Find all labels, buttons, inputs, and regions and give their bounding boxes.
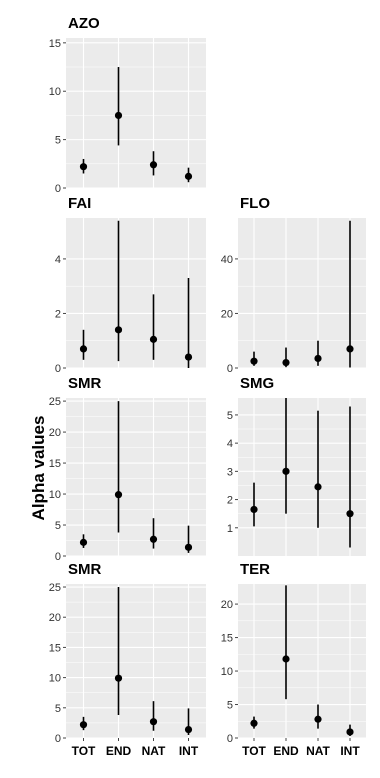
y-tick-label: 5 [227,700,233,712]
y-tick-label: 20 [221,308,233,320]
point-tot [250,357,258,365]
point-end [114,674,123,682]
y-tick-label: 10 [49,86,61,98]
point-end [282,358,290,367]
y-tick-label: 15 [49,38,61,50]
panel-smr-5: SMR 0 5 10 15 20 25 TOT END NAT INT [49,561,206,758]
point-int [184,353,193,361]
y-tick-label: 25 [49,396,61,408]
panel-title: TER [240,561,270,578]
point-end [282,467,290,475]
point-int [346,345,354,353]
x-tick-label-end: END [273,744,299,758]
y-tick-label: 5 [55,703,61,715]
panel-smg-4: SMG 1 2 3 4 5 [227,375,366,556]
x-tick-label-nat: NAT [142,744,166,758]
panel-background [66,398,206,556]
point-tot [79,163,88,171]
panel-title: SMG [240,375,274,392]
y-tick-label: 40 [221,254,233,266]
y-tick-label: 0 [55,551,61,563]
y-tick-label: 20 [221,599,233,611]
y-tick-label: 20 [49,427,61,439]
panel-flo-2: FLO 0 20 40 [221,195,366,375]
y-tick-label: 5 [227,410,233,422]
point-nat [314,483,322,491]
y-tick-label: 10 [49,489,61,501]
point-tot [79,345,88,353]
y-tick-label: 10 [221,666,233,678]
y-tick-label: 0 [227,363,233,375]
y-tick-label: 15 [49,642,61,654]
panel-background [238,218,366,368]
panel-title: AZO [68,15,100,32]
panel-azo-0: AZO 0 5 10 15 [49,15,206,195]
point-nat [314,715,322,723]
y-tick-label: 5 [55,135,61,147]
panel-background [66,584,206,738]
panels-group: AZO051015FAI024FLO02040SMR0510152025SMG1… [49,15,366,758]
panel-title: SMR [68,375,102,392]
point-nat [149,535,158,543]
x-tick-label-int: INT [179,744,199,758]
point-int [346,510,354,518]
y-axis-title: Alpha values [29,416,48,521]
panel-background [238,584,366,738]
point-end [114,491,123,499]
point-int [184,543,193,551]
panel-title: FAI [68,195,91,212]
y-tick-label: 0 [55,183,61,195]
point-nat [149,335,158,343]
x-tick-label-tot: TOT [72,744,96,758]
point-nat [314,354,322,363]
point-tot [79,721,88,729]
y-tick-label: 15 [221,633,233,645]
y-tick-label: 10 [49,673,61,685]
y-tick-label: 0 [55,733,61,745]
panel-background [238,398,366,556]
y-tick-label: 2 [55,308,61,320]
point-end [114,326,123,334]
panel-title: SMR [68,561,102,578]
panel-title: FLO [240,195,270,212]
panel-smr-3: SMR 0 5 10 15 20 25 [49,375,206,563]
point-nat [149,718,158,726]
point-nat [149,161,158,169]
y-tick-label: 20 [49,612,61,624]
y-tick-label: 0 [227,733,233,745]
y-tick-label: 1 [227,523,233,535]
point-tot [79,538,88,546]
point-int [346,728,354,736]
panel-background [66,218,206,368]
y-tick-label: 2 [227,495,233,507]
x-tick-label-end: END [106,744,132,758]
point-int [184,725,193,734]
panel-background [66,38,206,188]
point-end [282,655,290,663]
point-tot [250,719,258,727]
y-tick-label: 25 [49,582,61,594]
y-tick-label: 3 [227,466,233,478]
y-tick-label: 0 [55,363,61,375]
x-tick-label-tot: TOT [242,744,266,758]
y-tick-label: 15 [49,458,61,470]
x-tick-label-nat: NAT [306,744,330,758]
panel-fai-1: FAI 0 2 4 [55,195,206,375]
y-tick-label: 5 [55,520,61,532]
point-int [184,172,193,180]
point-tot [250,505,258,514]
y-tick-label: 4 [55,254,61,266]
y-tick-label: 4 [227,438,233,450]
panel-ter-6: TER 0 5 10 15 20 TOT END NAT INT [221,561,366,758]
x-tick-label-int: INT [340,744,360,758]
point-end [114,111,123,120]
